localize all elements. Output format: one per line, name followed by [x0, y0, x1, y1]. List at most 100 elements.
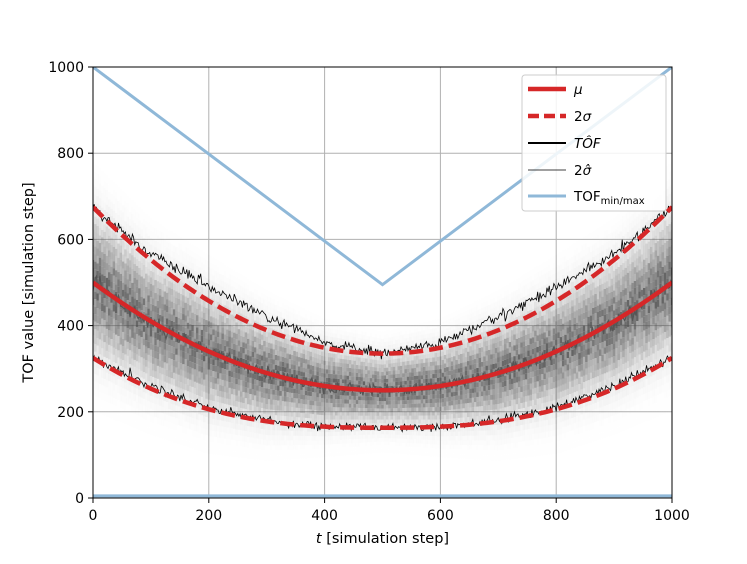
- distribution-cell: [270, 389, 272, 394]
- distribution-cell: [275, 310, 277, 315]
- distribution-cell: [305, 391, 307, 396]
- distribution-cell: [242, 348, 244, 354]
- distribution-cell: [296, 333, 298, 338]
- distribution-cell: [127, 293, 129, 300]
- distribution-cell: [344, 452, 346, 456]
- distribution-cell: [300, 395, 302, 400]
- distribution-cell: [386, 408, 388, 412]
- distribution-cell: [316, 449, 318, 453]
- distribution-cell: [416, 372, 418, 376]
- distribution-cell: [240, 391, 242, 397]
- distribution-cell: [131, 400, 133, 407]
- distribution-cell: [425, 432, 427, 436]
- distribution-cell: [437, 332, 439, 336]
- distribution-cell: [127, 418, 129, 425]
- distribution-cell: [300, 353, 302, 358]
- distribution-cell: [205, 417, 207, 423]
- distribution-cell: [319, 359, 321, 363]
- distribution-cell: [184, 434, 186, 440]
- distribution-cell: [240, 336, 242, 342]
- distribution-cell: [133, 353, 135, 360]
- distribution-cell: [372, 405, 374, 409]
- distribution-cell: [395, 439, 397, 443]
- distribution-cell: [191, 381, 193, 387]
- distribution-cell: [180, 313, 182, 319]
- distribution-cell: [296, 403, 298, 408]
- distribution-cell: [354, 361, 356, 365]
- distribution-cell: [404, 412, 406, 416]
- distribution-cell: [404, 408, 406, 412]
- distribution-cell: [208, 321, 210, 327]
- distribution-cell: [404, 326, 406, 330]
- distribution-cell: [409, 396, 411, 400]
- distribution-cell: [386, 394, 388, 398]
- distribution-cell: [349, 420, 351, 424]
- distribution-cell: [161, 432, 163, 438]
- distribution-cell: [421, 391, 423, 395]
- distribution-cell: [349, 396, 351, 400]
- distribution-cell: [184, 290, 186, 296]
- distribution-cell: [372, 450, 374, 454]
- distribution-cell: [110, 194, 112, 201]
- distribution-cell: [428, 407, 430, 411]
- distribution-cell: [335, 362, 337, 366]
- distribution-cell: [168, 377, 170, 383]
- distribution-cell: [409, 412, 411, 416]
- distribution-cell: [437, 415, 439, 419]
- distribution-cell: [261, 387, 263, 392]
- distribution-cell: [235, 328, 237, 334]
- distribution-cell: [347, 332, 349, 336]
- distribution-cell: [182, 414, 184, 420]
- distribution-cell: [221, 427, 223, 433]
- distribution-cell: [379, 335, 381, 339]
- distribution-cell: [395, 446, 397, 450]
- distribution-cell: [233, 333, 235, 339]
- distribution-cell: [284, 387, 286, 392]
- distribution-cell: [323, 399, 325, 403]
- distribution-cell: [340, 403, 342, 407]
- distribution-cell: [171, 436, 173, 442]
- distribution-cell: [335, 448, 337, 452]
- distribution-cell: [129, 323, 131, 330]
- distribution-cell: [184, 309, 186, 315]
- distribution-cell: [275, 450, 277, 455]
- distribution-cell: [94, 344, 96, 352]
- distribution-cell: [330, 370, 332, 374]
- distribution-cell: [358, 377, 360, 381]
- distribution-cell: [103, 269, 105, 276]
- distribution-cell: [131, 338, 133, 345]
- distribution-cell: [196, 303, 198, 309]
- distribution-cell: [182, 258, 184, 264]
- distribution-cell: [423, 440, 425, 444]
- distribution-cell: [115, 270, 117, 277]
- distribution-cell: [291, 360, 293, 365]
- distribution-cell: [307, 360, 309, 364]
- distribution-cell: [210, 376, 212, 382]
- distribution-cell: [354, 451, 356, 455]
- distribution-cell: [154, 273, 156, 280]
- distribution-cell: [328, 361, 330, 365]
- distribution-cell: [133, 333, 135, 340]
- distribution-cell: [391, 435, 393, 439]
- distribution-cell: [372, 435, 374, 439]
- distribution-cell: [136, 266, 138, 273]
- distribution-cell: [189, 380, 191, 386]
- distribution-cell: [224, 433, 226, 439]
- distribution-cell: [367, 366, 369, 370]
- distribution-cell: [99, 325, 101, 332]
- distribution-cell: [358, 361, 360, 365]
- distribution-cell: [189, 324, 191, 330]
- distribution-cell: [238, 307, 240, 313]
- distribution-cell: [203, 374, 205, 380]
- distribution-cell: [393, 416, 395, 420]
- distribution-cell: [263, 346, 265, 351]
- distribution-cell: [136, 388, 138, 395]
- distribution-cell: [106, 322, 108, 329]
- distribution-cell: [430, 407, 432, 411]
- distribution-cell: [381, 372, 383, 376]
- distribution-cell: [161, 400, 163, 406]
- distribution-cell: [217, 420, 219, 426]
- distribution-cell: [319, 355, 321, 359]
- distribution-cell: [157, 288, 159, 295]
- distribution-cell: [235, 379, 237, 385]
